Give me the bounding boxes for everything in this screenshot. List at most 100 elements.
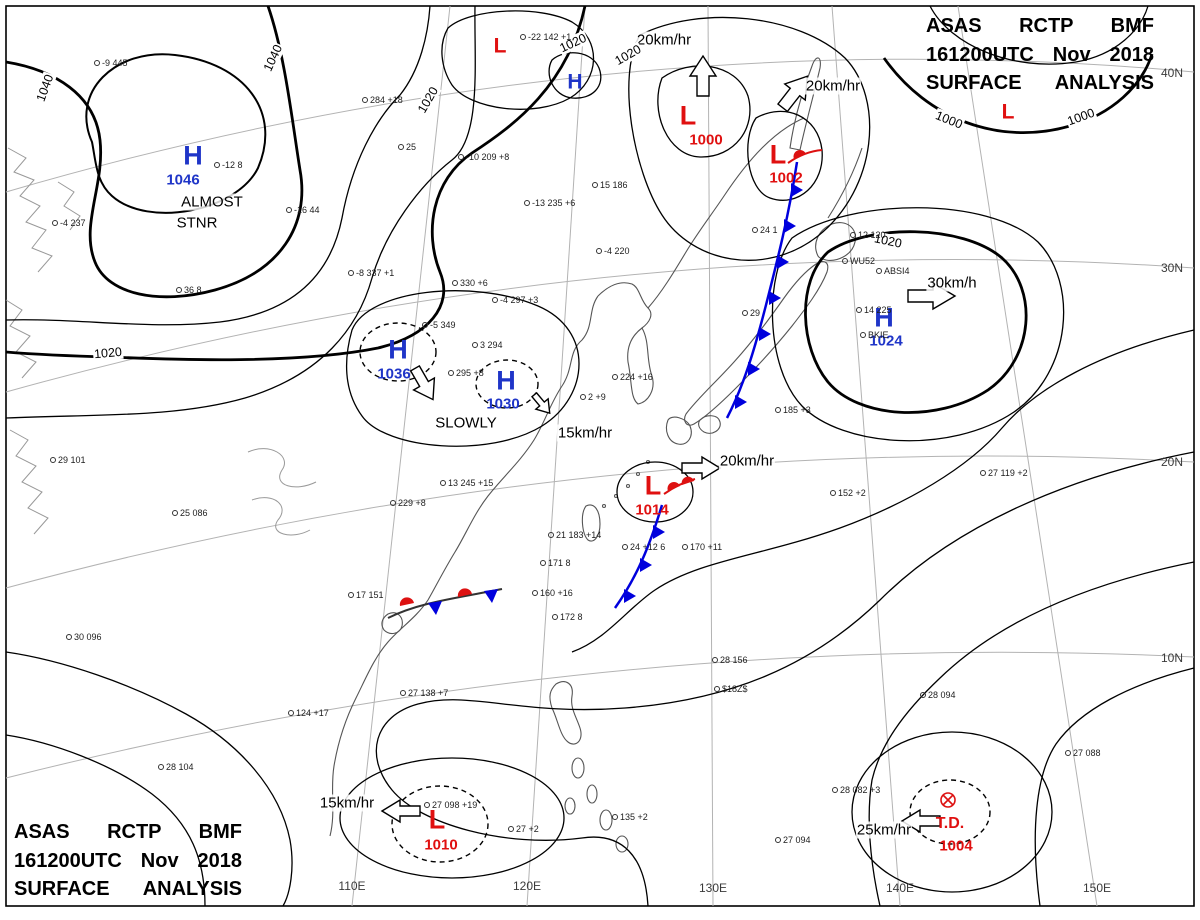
station-circle-icon — [390, 500, 396, 506]
station-text: BKIE — [868, 330, 889, 340]
isobars — [5, 5, 1195, 907]
station-text: 24 1 — [760, 225, 778, 235]
station-plot: 28 104 — [158, 762, 194, 772]
station-plot: -8 337 +1 — [348, 268, 394, 278]
annotation-label: ALMOST — [181, 193, 243, 211]
pressure-system-symbol: H — [874, 302, 894, 333]
station-plot: 224 +16 — [612, 372, 653, 382]
station-circle-icon — [532, 590, 538, 596]
title-line-1: ASAS RCTP BMF — [14, 821, 242, 843]
station-text: 25 086 — [180, 508, 208, 518]
longitude-label: 130E — [698, 881, 728, 895]
pressure-system-symbol: H — [496, 365, 516, 396]
station-plot: 27 088 — [1065, 748, 1101, 758]
pressure-system-symbol: H — [183, 140, 203, 171]
station-plot: 36 8 — [176, 285, 202, 295]
isobar-value-label: 1020 — [611, 41, 645, 69]
station-plot: -9 445 — [94, 58, 128, 68]
station-text: 224 +16 — [620, 372, 653, 382]
pressure-system-value: 1010 — [424, 836, 458, 854]
station-plot: 24 1 — [752, 225, 778, 235]
title-line-3: SURFACE ANALYSIS — [926, 72, 1154, 95]
station-circle-icon — [286, 207, 292, 213]
station-plot: 28 094 — [920, 690, 956, 700]
station-text: 27 088 — [1073, 748, 1101, 758]
station-plot: BKIE — [860, 330, 889, 340]
pressure-system-value: 1024 — [869, 332, 903, 350]
station-circle-icon — [596, 248, 602, 254]
station-plot: $18Z$ — [714, 684, 748, 694]
station-text: -13 235 +6 — [532, 198, 576, 208]
pressure-system-value: 1046 — [166, 171, 200, 189]
station-text: 36 8 — [184, 285, 202, 295]
station-text: -5 349 — [430, 320, 456, 330]
station-circle-icon — [524, 200, 530, 206]
station-text: 12 120 — [858, 230, 886, 240]
tropical-depression-icon — [940, 792, 956, 808]
station-plot: 330 +6 — [452, 278, 488, 288]
motion-speed-label: 25km/hr — [855, 821, 913, 839]
station-circle-icon — [348, 270, 354, 276]
station-circle-icon — [172, 510, 178, 516]
station-plot: 172 8 — [552, 612, 583, 622]
station-circle-icon — [830, 490, 836, 496]
station-text: 28 094 — [928, 690, 956, 700]
station-text: 185 +3 — [783, 405, 811, 415]
station-circle-icon — [1065, 750, 1071, 756]
station-plot: 13 245 +15 — [440, 478, 493, 488]
station-plot: 25 086 — [172, 508, 208, 518]
station-text: 27 +2 — [516, 824, 539, 834]
station-plot: -4 297 +3 — [492, 295, 538, 305]
station-plot: 284 +18 — [362, 95, 403, 105]
station-text: 295 +8 — [456, 368, 484, 378]
station-circle-icon — [548, 532, 554, 538]
station-text: 30 096 — [74, 632, 102, 642]
latitude-label: 30N — [1160, 261, 1184, 275]
station-text: -10 209 +8 — [466, 152, 510, 162]
station-circle-icon — [400, 690, 406, 696]
station-circle-icon — [448, 370, 454, 376]
annotation-label: STNR — [176, 214, 218, 232]
station-plot: 29 — [742, 308, 760, 318]
motion-speed-label: 15km/hr — [318, 794, 376, 812]
station-circle-icon — [980, 470, 986, 476]
station-plot: 295 +8 — [448, 368, 484, 378]
arrow-right2-icon — [681, 455, 722, 481]
station-circle-icon — [362, 97, 368, 103]
arrow-downright-icon — [409, 364, 436, 401]
station-circle-icon — [472, 342, 478, 348]
station-circle-icon — [742, 310, 748, 316]
motion-speed-label: 20km/hr — [804, 77, 862, 95]
station-circle-icon — [214, 162, 220, 168]
station-plot: 170 +11 — [682, 542, 722, 552]
latitude-label: 20N — [1160, 455, 1184, 469]
station-circle-icon — [424, 802, 430, 808]
station-circle-icon — [398, 144, 404, 150]
motion-speed-label: 20km/hr — [635, 31, 693, 49]
station-text: -16 44 — [294, 205, 320, 215]
longitude-label: 140E — [885, 881, 915, 895]
longitude-label: 120E — [512, 879, 542, 893]
station-text: 27 119 +2 — [988, 468, 1028, 478]
station-circle-icon — [714, 686, 720, 692]
station-circle-icon — [52, 220, 58, 226]
station-text: 172 8 — [560, 612, 583, 622]
pressure-system-value: 1004 — [939, 837, 973, 855]
station-circle-icon — [860, 332, 866, 338]
station-circle-icon — [520, 34, 526, 40]
title-line-3: SURFACE ANALYSIS — [14, 878, 242, 901]
station-text: 124 +17 — [296, 708, 329, 718]
pressure-system-symbol: L — [493, 34, 507, 58]
station-text: 25 — [406, 142, 417, 152]
station-text: -4 297 +3 — [500, 295, 539, 305]
station-text: 160 +16 — [540, 588, 573, 598]
station-plot: -22 142 +1 — [520, 32, 571, 42]
station-text: 15 186 — [600, 180, 628, 190]
station-circle-icon — [540, 560, 546, 566]
station-plot: 14 225 — [856, 305, 892, 315]
station-text: 330 +6 — [460, 278, 488, 288]
station-circle-icon — [592, 182, 598, 188]
pressure-system-value: 1036 — [377, 365, 411, 383]
